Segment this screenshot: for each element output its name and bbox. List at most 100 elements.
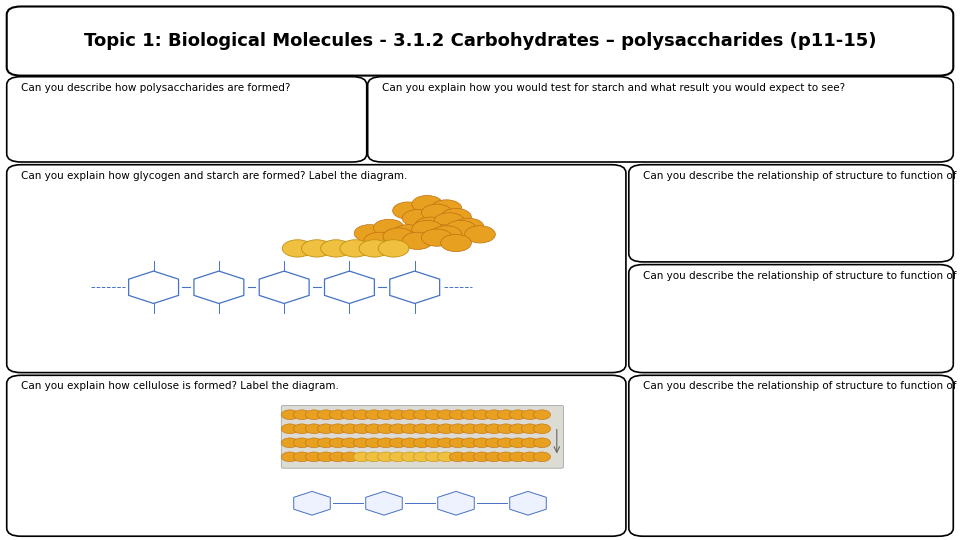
Circle shape (340, 240, 371, 257)
Text: Can you explain how cellulose is formed? Label the diagram.: Can you explain how cellulose is formed?… (21, 381, 339, 391)
Circle shape (383, 228, 414, 245)
Circle shape (342, 410, 359, 420)
Polygon shape (510, 491, 546, 515)
Circle shape (425, 410, 443, 420)
Circle shape (453, 218, 484, 235)
Circle shape (437, 452, 455, 462)
Polygon shape (390, 271, 440, 303)
Polygon shape (366, 491, 402, 515)
Circle shape (485, 410, 503, 420)
Circle shape (509, 438, 526, 448)
Circle shape (393, 202, 423, 219)
Circle shape (329, 410, 347, 420)
Circle shape (425, 452, 443, 462)
Circle shape (377, 452, 395, 462)
FancyBboxPatch shape (368, 77, 953, 162)
Circle shape (534, 410, 550, 420)
FancyBboxPatch shape (281, 406, 564, 468)
Circle shape (412, 195, 443, 213)
Polygon shape (194, 271, 244, 303)
Circle shape (449, 452, 467, 462)
Circle shape (359, 240, 390, 257)
Circle shape (437, 438, 455, 448)
Circle shape (461, 452, 478, 462)
Circle shape (445, 220, 476, 238)
Circle shape (426, 225, 457, 242)
Circle shape (473, 424, 491, 434)
Circle shape (364, 232, 395, 249)
Polygon shape (438, 491, 474, 515)
Circle shape (473, 452, 491, 462)
Text: Topic 1: Biological Molecules - 3.1.2 Carbohydrates – polysaccharides (p11-15): Topic 1: Biological Molecules - 3.1.2 Ca… (84, 32, 876, 50)
Circle shape (521, 424, 539, 434)
Polygon shape (294, 491, 330, 515)
Circle shape (401, 424, 419, 434)
FancyBboxPatch shape (7, 6, 953, 76)
Polygon shape (259, 271, 309, 303)
Circle shape (305, 424, 323, 434)
Circle shape (353, 452, 371, 462)
Circle shape (342, 424, 359, 434)
Circle shape (402, 210, 433, 227)
Circle shape (461, 438, 478, 448)
Circle shape (521, 438, 539, 448)
Circle shape (365, 438, 382, 448)
Circle shape (509, 410, 526, 420)
Circle shape (461, 424, 478, 434)
Circle shape (377, 424, 395, 434)
Circle shape (305, 438, 323, 448)
Circle shape (354, 225, 385, 242)
Circle shape (390, 438, 406, 448)
Circle shape (473, 410, 491, 420)
Circle shape (461, 410, 478, 420)
Circle shape (329, 424, 347, 434)
Circle shape (473, 438, 491, 448)
Circle shape (377, 438, 395, 448)
Circle shape (497, 452, 515, 462)
Circle shape (497, 410, 515, 420)
Circle shape (431, 226, 462, 243)
Circle shape (294, 438, 311, 448)
Circle shape (329, 438, 347, 448)
Circle shape (321, 240, 351, 257)
Circle shape (353, 424, 371, 434)
FancyBboxPatch shape (629, 165, 953, 262)
Circle shape (377, 410, 395, 420)
Circle shape (373, 219, 404, 237)
Text: Can you describe the relationship of structure to function of starch?: Can you describe the relationship of str… (643, 171, 960, 181)
FancyBboxPatch shape (7, 375, 626, 536)
Circle shape (497, 438, 515, 448)
Circle shape (281, 424, 299, 434)
Circle shape (412, 220, 443, 238)
Circle shape (365, 410, 382, 420)
FancyBboxPatch shape (629, 375, 953, 536)
Circle shape (305, 452, 323, 462)
Circle shape (449, 424, 467, 434)
Circle shape (534, 424, 550, 434)
Circle shape (441, 234, 471, 252)
Circle shape (305, 410, 323, 420)
Text: Can you describe the relationship of structure to function of glycogen?: Can you describe the relationship of str… (643, 271, 960, 281)
Circle shape (413, 452, 430, 462)
Circle shape (365, 424, 382, 434)
Circle shape (393, 225, 423, 242)
FancyBboxPatch shape (7, 165, 626, 373)
Circle shape (281, 452, 299, 462)
Circle shape (281, 410, 299, 420)
Circle shape (534, 452, 550, 462)
Circle shape (534, 438, 550, 448)
Circle shape (401, 410, 419, 420)
Text: Can you explain how glycogen and starch are formed? Label the diagram.: Can you explain how glycogen and starch … (21, 171, 407, 181)
Circle shape (413, 410, 430, 420)
Circle shape (317, 410, 334, 420)
Circle shape (353, 438, 371, 448)
Circle shape (390, 424, 406, 434)
Circle shape (353, 410, 371, 420)
Text: Can you explain how you would test for starch and what result you would expect t: Can you explain how you would test for s… (382, 83, 845, 93)
Circle shape (401, 452, 419, 462)
Circle shape (378, 240, 409, 257)
Circle shape (497, 424, 515, 434)
Circle shape (485, 438, 503, 448)
FancyBboxPatch shape (629, 265, 953, 373)
Circle shape (342, 438, 359, 448)
